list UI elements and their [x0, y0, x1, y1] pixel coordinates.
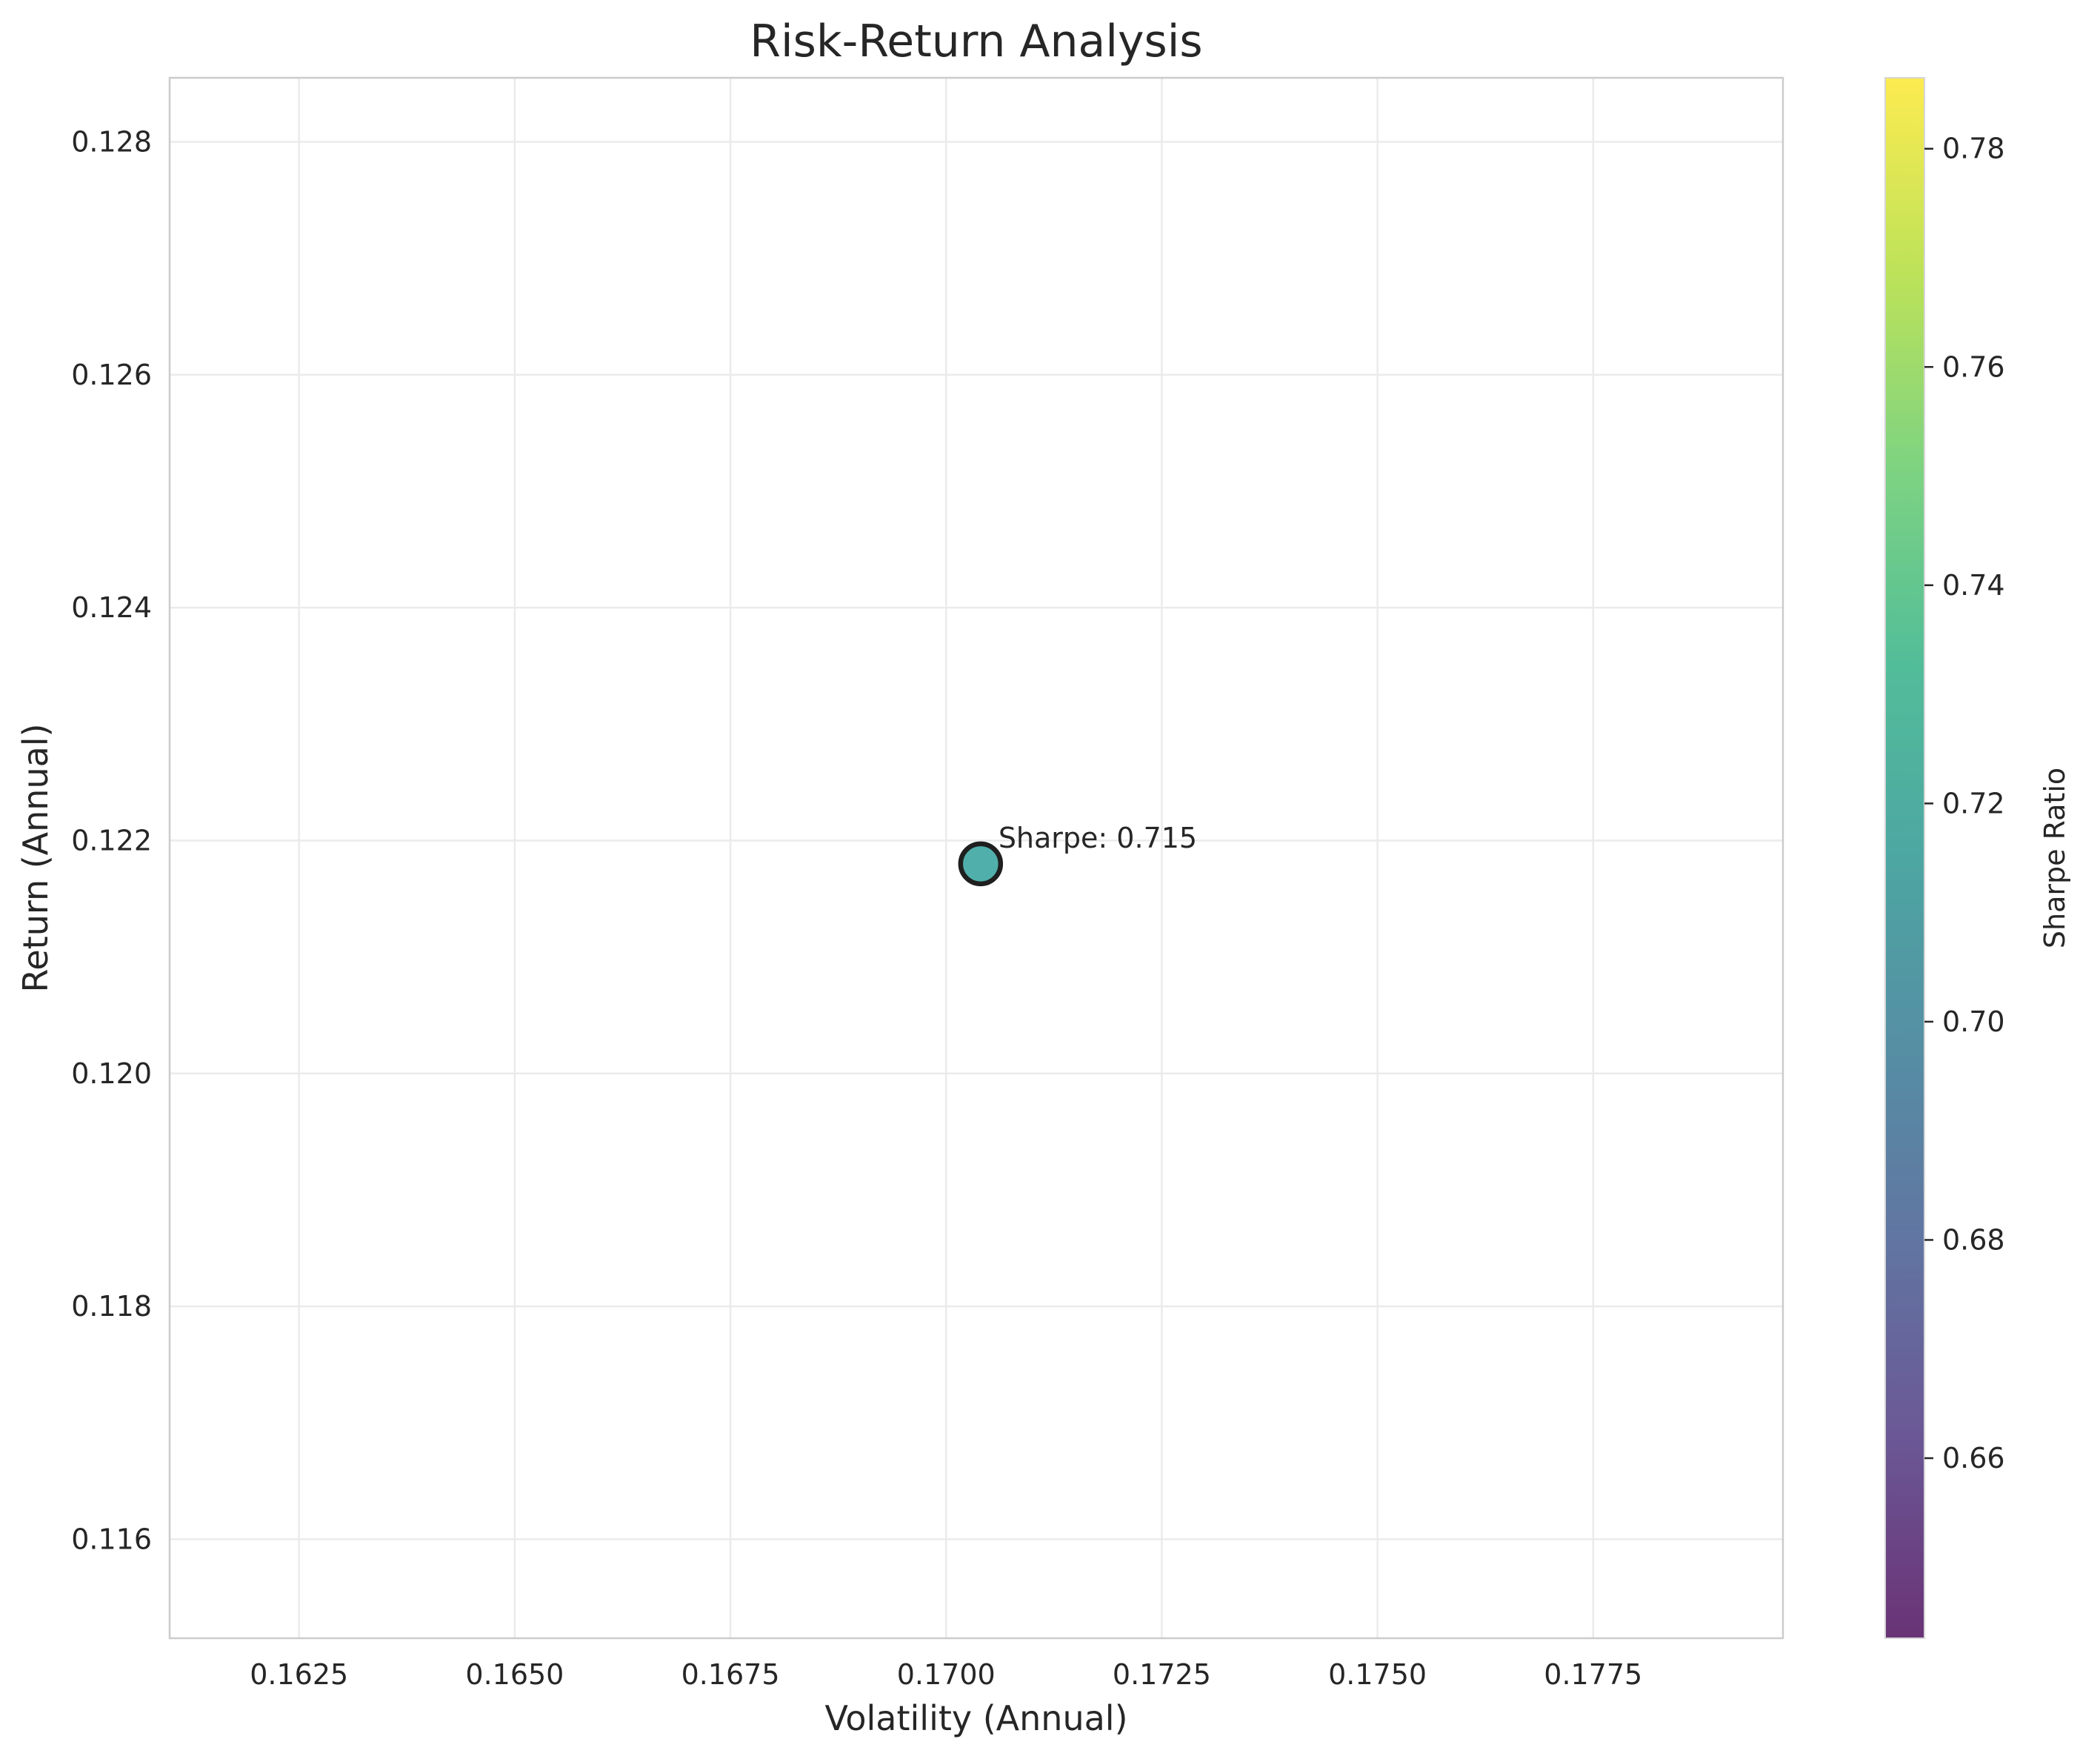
- point-annotation: Sharpe: 0.715: [999, 822, 1197, 854]
- colorbar-label: Sharpe Ratio: [2039, 768, 2071, 948]
- x-axis-label: Volatility (Annual): [824, 1698, 1127, 1738]
- y-axis-ticks: 0.116 0.118 0.120 0.122 0.124 0.126 0.128: [71, 125, 152, 1555]
- colorbar-tick-label: 0.76: [1942, 350, 2005, 383]
- colorbar-tick-label: 0.74: [1942, 569, 2005, 602]
- chart-title: Risk-Return Analysis: [750, 16, 1202, 67]
- y-tick-label: 0.118: [71, 1290, 152, 1323]
- data-points: Sharpe: 0.715: [958, 822, 1197, 887]
- y-tick-label: 0.120: [71, 1057, 152, 1090]
- y-tick-label: 0.122: [71, 824, 152, 857]
- x-tick-label: 0.1775: [1544, 1658, 1642, 1691]
- x-tick-label: 0.1750: [1328, 1658, 1427, 1691]
- x-tick-label: 0.1725: [1113, 1658, 1211, 1691]
- colorbar-tick-label: 0.70: [1942, 1005, 2005, 1038]
- colorbar-tick-label: 0.78: [1942, 133, 2005, 165]
- x-tick-label: 0.1625: [250, 1658, 348, 1691]
- y-axis-label: Return (Annual): [16, 723, 56, 992]
- y-tick-label: 0.116: [71, 1523, 152, 1555]
- plot-frame: [168, 76, 1784, 1640]
- colorbar-ticks: 0.66 0.68 0.70 0.72 0.74 0.76 0.78: [1924, 133, 2005, 1474]
- colorbar: 0.66 0.68 0.70 0.72 0.74 0.76 0.78 Sharpe Rati…: [1884, 77, 2071, 1639]
- x-tick-label: 0.1700: [897, 1658, 996, 1691]
- grid-lines: [170, 78, 1783, 1638]
- x-tick-label: 0.1650: [465, 1658, 564, 1691]
- scatter-point: [958, 841, 1004, 887]
- colorbar-gradient: [1884, 77, 1925, 1639]
- x-axis-ticks: 0.1625 0.1650 0.1675 0.1700 0.1725 0.1750 0.17…: [250, 1658, 1642, 1691]
- colorbar-tick-label: 0.68: [1942, 1223, 2005, 1256]
- y-tick-label: 0.128: [71, 125, 152, 158]
- colorbar-tick-label: 0.72: [1942, 787, 2005, 819]
- colorbar-tick-label: 0.66: [1942, 1442, 2005, 1474]
- y-tick-label: 0.124: [71, 591, 152, 624]
- x-tick-label: 0.1675: [681, 1658, 780, 1691]
- y-tick-label: 0.126: [71, 359, 152, 391]
